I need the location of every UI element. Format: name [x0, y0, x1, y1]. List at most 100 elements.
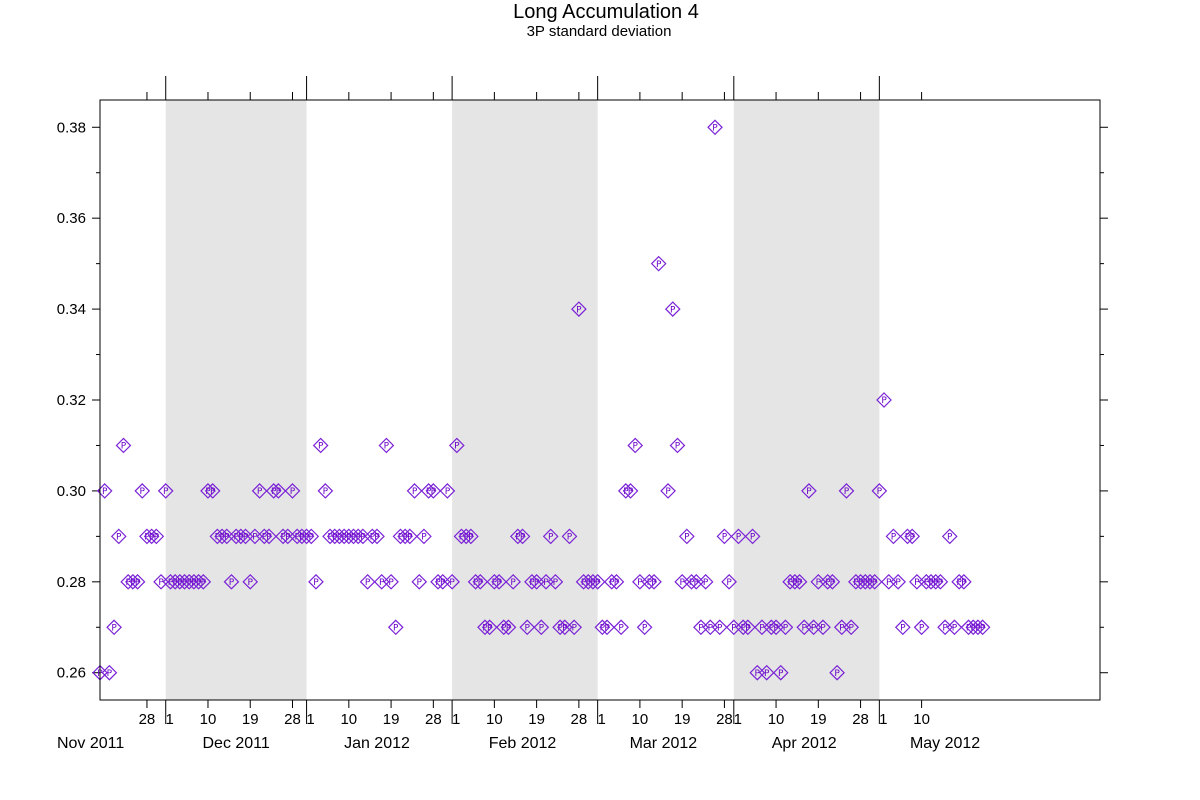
- data-point: P: [702, 619, 719, 636]
- data-point-marker: [542, 528, 559, 545]
- x-tick-label: 28: [284, 711, 301, 728]
- data-point-marker: [143, 528, 160, 545]
- data-point-label: P: [299, 533, 305, 543]
- data-point-label: P: [257, 487, 263, 497]
- x-tick-label: 1: [734, 711, 742, 728]
- data-point-marker: [843, 619, 860, 636]
- data-point: P: [932, 573, 949, 590]
- data-point: P: [312, 437, 329, 454]
- data-point-marker: [744, 528, 761, 545]
- data-point-marker: [730, 528, 747, 545]
- data-point: P: [589, 573, 606, 590]
- data-point-marker: [571, 301, 587, 317]
- data-point-label: P: [487, 623, 493, 633]
- data-point-marker: [387, 619, 404, 636]
- data-point-label: P: [402, 533, 408, 543]
- data-point: P: [866, 573, 883, 590]
- data-point-marker: [261, 528, 277, 545]
- data-point: P: [505, 573, 521, 590]
- x-tick-label: 10: [340, 711, 357, 728]
- data-point-label: P: [651, 578, 657, 588]
- data-point: P: [444, 573, 460, 590]
- data-point-label: P: [956, 578, 962, 588]
- data-point: P: [646, 573, 662, 590]
- data-point-marker: [819, 573, 836, 590]
- data-point: P: [134, 483, 151, 499]
- data-point: P: [524, 573, 540, 590]
- data-point-label: P: [670, 305, 676, 315]
- data-point-label: P: [623, 487, 629, 497]
- data-point: P: [472, 573, 489, 590]
- data-point-marker: [416, 528, 432, 545]
- data-point-marker: [871, 483, 888, 499]
- data-point-marker: [951, 573, 968, 590]
- data-point: P: [876, 392, 892, 408]
- x-month-label: Mar 2012: [630, 735, 698, 752]
- data-point: P: [608, 573, 625, 590]
- data-point-label: P: [285, 533, 291, 543]
- data-point: P: [204, 483, 221, 499]
- data-point-label: P: [924, 578, 930, 588]
- y-tick-label: 0.28: [57, 574, 86, 591]
- data-point: P: [106, 619, 122, 636]
- data-point: P: [458, 528, 475, 545]
- data-point-label: P: [731, 623, 737, 633]
- data-point-marker: [439, 483, 456, 499]
- data-point-label: P: [529, 578, 535, 588]
- data-point-marker: [603, 573, 620, 590]
- data-point: P: [937, 619, 953, 636]
- data-point: P: [463, 528, 479, 545]
- data-point-marker: [707, 119, 723, 136]
- data-point-label: P: [168, 578, 174, 588]
- data-point-label: P: [233, 533, 239, 543]
- data-point-marker: [740, 619, 756, 636]
- data-point-label: P: [825, 578, 831, 588]
- data-point: P: [411, 573, 428, 590]
- data-point-label: P: [895, 578, 901, 588]
- data-point-label: P: [576, 305, 582, 315]
- data-point-label: P: [177, 578, 183, 588]
- data-point-label: P: [581, 578, 587, 588]
- data-point-marker: [716, 528, 733, 545]
- data-point-label: P: [853, 578, 859, 588]
- data-point-label: P: [346, 533, 352, 543]
- data-point: P: [843, 619, 860, 636]
- data-point: P: [594, 619, 611, 636]
- data-point-label: P: [971, 623, 977, 633]
- data-point: P: [232, 528, 249, 545]
- data-point-label: P: [792, 578, 798, 588]
- data-point-marker: [646, 573, 662, 590]
- data-point-marker: [256, 528, 273, 545]
- data-point-label: P: [431, 487, 437, 497]
- data-point-label: P: [116, 533, 122, 543]
- data-point-label: P: [506, 623, 512, 633]
- data-point-label: P: [679, 578, 685, 588]
- data-point: P: [552, 619, 568, 636]
- x-month-label: Apr 2012: [772, 735, 837, 752]
- data-point-marker: [801, 483, 817, 499]
- data-point-label: P: [374, 533, 380, 543]
- data-point-label: P: [698, 623, 704, 633]
- data-point-label: P: [891, 533, 897, 543]
- x-tick-label: 10: [768, 711, 785, 728]
- data-point-marker: [904, 528, 921, 545]
- data-point-marker: [679, 528, 695, 545]
- data-point-marker: [232, 528, 249, 545]
- data-point-label: P: [745, 623, 751, 633]
- data-point: P: [509, 528, 526, 545]
- data-point-label: P: [816, 578, 822, 588]
- data-point: P: [251, 483, 268, 499]
- data-point-label: P: [632, 442, 638, 452]
- data-point: P: [763, 619, 780, 636]
- data-point-label: P: [398, 533, 404, 543]
- data-point-label: P: [191, 578, 197, 588]
- data-point: P: [101, 664, 118, 681]
- data-point-marker: [660, 483, 676, 499]
- data-point: P: [491, 573, 507, 590]
- data-point: P: [838, 483, 855, 499]
- data-point-label: P: [201, 578, 207, 588]
- data-point: P: [571, 301, 587, 317]
- data-point-label: P: [618, 623, 624, 633]
- data-point-label: P: [609, 578, 615, 588]
- data-point-label: P: [604, 623, 610, 633]
